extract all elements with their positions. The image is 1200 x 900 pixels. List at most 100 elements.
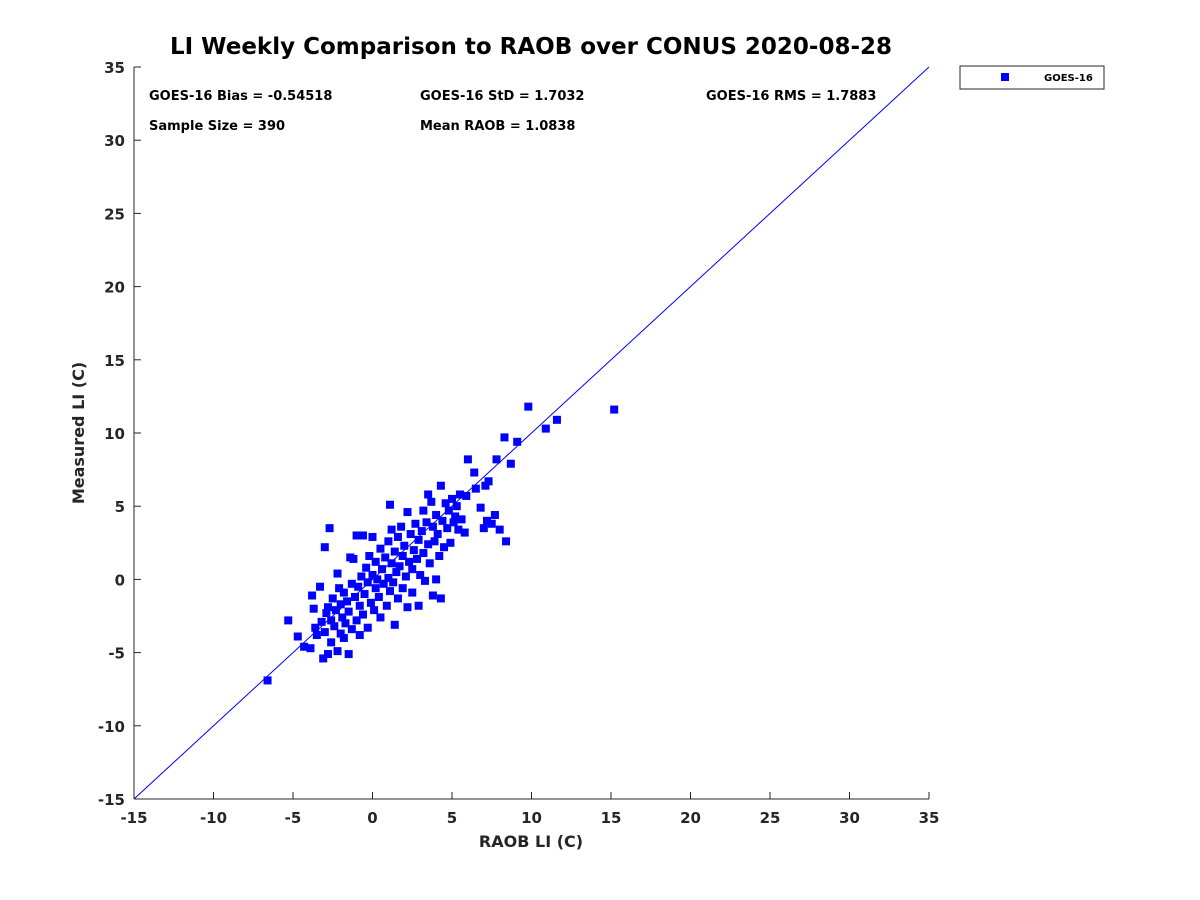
data-point xyxy=(370,606,379,615)
data-point xyxy=(389,578,398,587)
data-point xyxy=(413,554,422,563)
data-point xyxy=(378,565,387,574)
x-tick-label: 30 xyxy=(839,809,860,827)
x-tick-label: 0 xyxy=(367,809,377,827)
data-point xyxy=(513,437,522,446)
data-point xyxy=(414,535,423,544)
data-point xyxy=(414,601,423,610)
data-point xyxy=(344,650,353,659)
y-axis-title: Measured LI (C) xyxy=(69,362,88,504)
std-annotation: GOES-16 StD = 1.7032 xyxy=(420,89,584,104)
data-point xyxy=(524,402,533,411)
data-point xyxy=(610,405,619,414)
data-point xyxy=(487,519,496,528)
data-point xyxy=(424,540,433,549)
data-point xyxy=(428,522,437,531)
data-point xyxy=(352,616,361,625)
data-point xyxy=(360,590,369,599)
x-tick-label: 25 xyxy=(760,809,781,827)
data-point xyxy=(476,503,485,512)
data-point xyxy=(398,584,407,593)
data-point xyxy=(417,527,426,536)
data-point xyxy=(482,516,491,525)
data-point xyxy=(460,528,469,537)
data-point xyxy=(341,619,350,628)
data-point xyxy=(354,582,363,591)
data-point xyxy=(405,557,414,566)
data-point xyxy=(438,516,447,525)
data-point xyxy=(376,613,385,622)
data-point xyxy=(392,568,401,577)
x-tick-label: 20 xyxy=(680,809,701,827)
data-point xyxy=(408,588,417,597)
data-point xyxy=(381,553,390,562)
y-tick-label: 25 xyxy=(104,205,125,223)
data-point xyxy=(344,607,353,616)
data-point xyxy=(449,518,458,527)
rms-annotation: GOES-16 RMS = 1.7883 xyxy=(706,89,876,104)
y-tick-label: 35 xyxy=(104,59,125,77)
data-point xyxy=(368,532,377,541)
x-tick-label: 35 xyxy=(919,809,940,827)
data-point xyxy=(455,490,464,499)
data-point xyxy=(343,597,352,606)
data-point xyxy=(451,512,460,521)
data-point xyxy=(403,603,412,612)
data-point xyxy=(368,571,377,580)
y-tick-label: -15 xyxy=(98,791,125,809)
x-axis-title: RAOB LI (C) xyxy=(479,832,583,851)
data-point xyxy=(351,592,360,601)
data-point xyxy=(328,594,337,603)
data-point xyxy=(293,632,302,641)
y-tick-label: 15 xyxy=(104,352,125,370)
data-point xyxy=(419,549,428,558)
data-point xyxy=(387,559,396,568)
sample-size-annotation: Sample Size = 390 xyxy=(149,119,285,134)
x-tick-label: 5 xyxy=(447,809,457,827)
data-point xyxy=(317,617,326,626)
data-point xyxy=(440,543,449,552)
x-tick-label: 10 xyxy=(521,809,542,827)
data-point xyxy=(425,559,434,568)
data-point xyxy=(454,525,463,534)
data-point xyxy=(385,587,394,596)
data-point xyxy=(393,594,402,603)
x-tick-label: -15 xyxy=(120,809,147,827)
y-tick-label: 30 xyxy=(104,132,125,150)
data-point xyxy=(374,592,383,601)
data-point xyxy=(311,623,320,632)
data-point xyxy=(428,591,437,600)
data-point xyxy=(387,525,396,534)
data-point xyxy=(300,642,309,651)
statistics-annotations: GOES-16 Bias = -0.54518 GOES-16 StD = 1.… xyxy=(149,89,876,134)
y-tick-label: 0 xyxy=(115,571,125,589)
data-point xyxy=(376,544,385,553)
data-point xyxy=(406,530,415,539)
data-point xyxy=(331,606,340,615)
data-point xyxy=(436,594,445,603)
data-point xyxy=(393,532,402,541)
data-point xyxy=(432,510,441,519)
data-point xyxy=(484,477,493,486)
data-point xyxy=(506,459,515,468)
data-point xyxy=(371,584,380,593)
data-point xyxy=(358,531,367,540)
data-point xyxy=(309,604,318,613)
data-point xyxy=(444,506,453,515)
data-point xyxy=(363,578,372,587)
data-point xyxy=(403,508,412,517)
data-point xyxy=(322,609,331,618)
data-point xyxy=(424,490,433,499)
data-point xyxy=(462,491,471,500)
data-point xyxy=(390,547,399,556)
data-point xyxy=(479,524,488,533)
x-tick-label: 15 xyxy=(601,809,622,827)
legend-label-goes16: GOES-16 xyxy=(1044,73,1093,84)
data-point xyxy=(401,572,410,581)
data-point xyxy=(500,433,509,442)
data-point xyxy=(308,591,317,600)
data-point xyxy=(355,631,364,640)
data-point xyxy=(263,676,272,685)
data-point xyxy=(481,481,490,490)
